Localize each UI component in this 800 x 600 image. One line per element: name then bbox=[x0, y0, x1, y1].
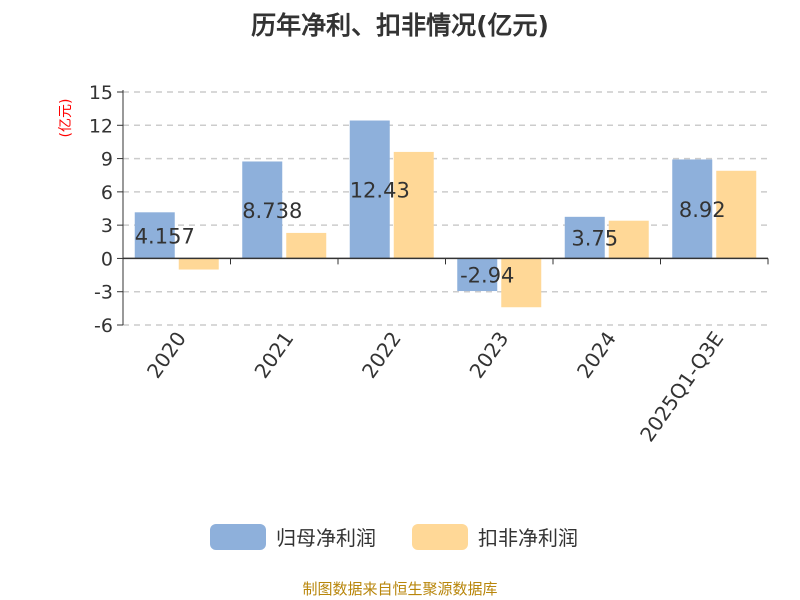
bar-series2 bbox=[608, 220, 649, 259]
legend-item-series1[interactable]: 归母净利润 bbox=[210, 522, 376, 551]
grid-lines bbox=[123, 91, 768, 326]
y-tick-label: 9 bbox=[101, 149, 113, 171]
y-tick-label: 6 bbox=[101, 182, 113, 204]
y-axis-label: (亿元) bbox=[58, 99, 74, 138]
data-label: -2.94 bbox=[460, 264, 514, 288]
data-label: 3.75 bbox=[571, 227, 618, 251]
legend-swatch-series1 bbox=[210, 523, 266, 550]
y-tick-label: -6 bbox=[94, 315, 113, 337]
data-source-note: 制图数据来自恒生聚源数据库 bbox=[302, 580, 498, 598]
chart-title: 历年净利、扣非情况(亿元) bbox=[251, 11, 549, 40]
bar-series1 bbox=[242, 161, 283, 259]
x-tick-label: 2023 bbox=[464, 327, 513, 382]
x-tick-label: 2020 bbox=[142, 327, 191, 382]
bar-series2 bbox=[716, 170, 757, 259]
y-tick-label: -3 bbox=[94, 282, 113, 304]
x-tick-label: 2021 bbox=[249, 327, 298, 382]
data-labels: 4.157 8.738 12.43 -2.94 3.75 8.92 bbox=[135, 178, 726, 287]
y-tick-label: 15 bbox=[89, 82, 113, 104]
x-tick-label: 2024 bbox=[572, 327, 621, 382]
x-tick-label: 2025Q1-Q3E bbox=[635, 327, 728, 446]
bar-chart: 15 12 9 6 3 0 -3 -6 2020 2021 2022 2023 2024 2025Q1-Q… bbox=[58, 82, 769, 446]
bar-series2 bbox=[178, 258, 219, 270]
bar-series1 bbox=[457, 258, 498, 292]
bar-series1 bbox=[134, 212, 175, 259]
y-tick-label: 3 bbox=[101, 215, 113, 237]
data-label: 12.43 bbox=[350, 178, 410, 202]
legend-label-series2: 扣非净利润 bbox=[478, 526, 578, 550]
bar-series1 bbox=[564, 216, 605, 259]
legend-label-series1: 归母净利润 bbox=[276, 526, 376, 550]
bars bbox=[134, 120, 757, 308]
bar-series2 bbox=[393, 151, 434, 259]
data-label: 8.92 bbox=[679, 198, 726, 222]
legend-item-series2[interactable]: 扣非净利润 bbox=[412, 522, 578, 551]
bar-series1 bbox=[349, 120, 390, 259]
bar-series1 bbox=[672, 159, 713, 259]
y-tick-label: 0 bbox=[101, 248, 113, 270]
x-tick-label: 2022 bbox=[357, 327, 406, 382]
data-label: 4.157 bbox=[135, 224, 195, 248]
bar-series2 bbox=[286, 232, 327, 259]
legend-swatch-series2 bbox=[412, 523, 468, 550]
data-label: 8.738 bbox=[242, 199, 302, 223]
bar-series2 bbox=[501, 258, 542, 308]
y-tick-label: 12 bbox=[89, 115, 113, 137]
